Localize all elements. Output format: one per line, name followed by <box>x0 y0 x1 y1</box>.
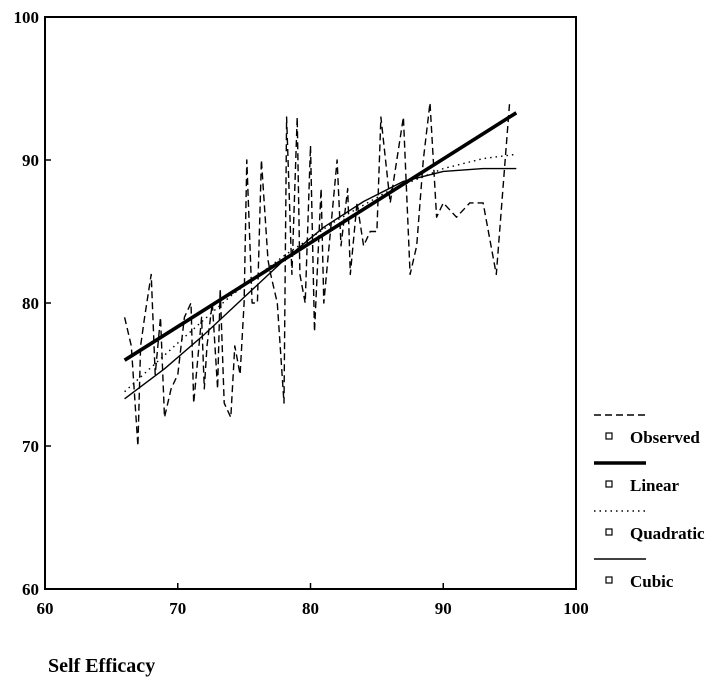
y-tick-label: 90 <box>22 151 39 170</box>
legend-label-cubic: Cubic <box>630 572 674 591</box>
y-tick-label: 100 <box>14 8 40 27</box>
x-tick-label: 80 <box>302 599 319 618</box>
series-linear-line <box>123 111 518 362</box>
legend-marker-icon <box>605 432 613 440</box>
series-quadratic-line <box>124 153 517 393</box>
y-tick-label: 80 <box>22 294 39 313</box>
legend-label-observed: Observed <box>630 428 700 447</box>
plot-area-frame <box>44 16 577 590</box>
x-tick-label: 90 <box>435 599 452 618</box>
series-layer <box>123 102 518 447</box>
series-cubic-line <box>124 167 517 400</box>
legend-label-quadratic: Quadratic <box>630 524 705 543</box>
legend-marker-icon <box>605 528 613 536</box>
legend-marker-icon <box>605 480 613 488</box>
x-tick-label: 60 <box>37 599 54 618</box>
legend-marker-icon <box>605 576 613 584</box>
x-axis-title: Self Efficacy <box>48 655 155 677</box>
legend-label-linear: Linear <box>630 476 680 495</box>
y-axis: 60 70 80 90 100 <box>14 8 51 599</box>
y-tick-label: 70 <box>22 437 39 456</box>
x-axis: 60 70 80 90 100 <box>37 583 589 618</box>
y-tick-label: 60 <box>22 580 39 599</box>
legend: Observed Linear Quadratic Cubic <box>594 414 705 591</box>
x-tick-label: 70 <box>169 599 186 618</box>
x-tick-label: 100 <box>563 599 589 618</box>
